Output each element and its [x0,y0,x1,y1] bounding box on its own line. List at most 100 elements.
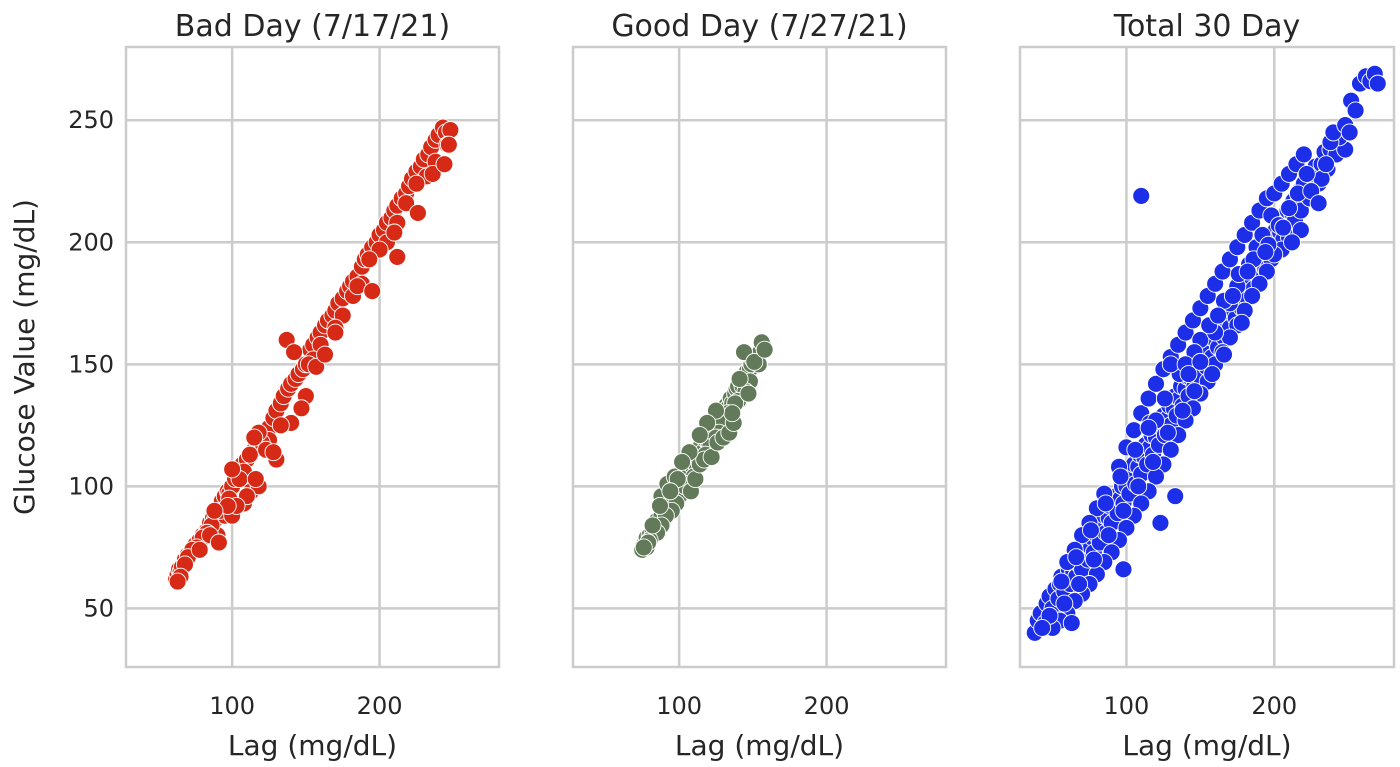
y-tick-label: 200 [68,228,114,256]
data-point [439,135,458,154]
data-point [190,540,209,559]
data-point [1126,440,1145,459]
data-point [1243,287,1262,305]
data-point [1179,365,1198,384]
panel-bad-day: 100 200 50 100 150 200 250 Bad Day (7/17/21) Lag… [8,9,501,762]
scatter-points [633,333,774,559]
plot-frame [124,45,501,669]
data-point [1223,287,1242,305]
data-point [1185,382,1204,401]
data-point [245,428,264,447]
data-point [1033,618,1052,637]
data-point [634,538,653,557]
x-tick-label: 200 [1251,692,1297,720]
data-point [1166,487,1185,506]
data-point [1280,199,1298,218]
data-point [1203,365,1222,384]
y-tick-label: 150 [68,350,114,378]
panel-title: Total 30 Day [1113,9,1301,44]
data-point [755,340,774,359]
y-tick-label: 100 [68,472,114,500]
x-tick-label: 200 [804,692,850,720]
data-point [1067,548,1086,567]
x-tick-label: 100 [656,692,702,720]
data-point [363,282,382,301]
data-point [1084,550,1103,569]
panel-total-30-day: 100 200 Total 30 Day Lag (mg/dL) [1018,9,1396,762]
data-point [360,250,379,269]
data-point [1209,306,1228,325]
data-point [240,445,259,464]
panel-title: Bad Day (7/17/21) [175,9,450,44]
data-point [1232,313,1251,332]
data-point [1368,74,1387,93]
data-point [1151,514,1170,532]
data-point [209,533,228,552]
data-point [1099,526,1118,545]
data-point [385,223,404,242]
panel-good-day: 100 200 Good Day (7/27/21) Lag (mg/dL) [571,9,948,762]
scatter-points [167,118,460,591]
data-point [388,247,407,266]
x-axis-label: Lag (mg/dL) [1122,729,1291,762]
data-point [246,470,265,488]
y-tick-label: 50 [83,594,114,622]
data-point [1283,233,1301,252]
data-point [205,501,224,520]
data-point [1294,145,1313,164]
data-point [661,482,680,501]
data-point [730,370,749,388]
data-point [1096,494,1115,513]
data-point [1173,401,1192,420]
data-point [1070,575,1089,593]
data-point [707,401,725,420]
data-point [223,460,242,479]
plot-frame [1018,45,1396,669]
y-axis-label: Glucose Value (mg/dL) [8,199,41,515]
data-point [739,384,758,403]
data-point [271,416,290,435]
data-point [1346,101,1365,120]
x-axis-label: Lag (mg/dL) [675,729,844,762]
data-point [397,194,416,213]
data-point [673,453,692,471]
data-point [1158,423,1177,442]
data-point [316,345,334,364]
data-point [1144,453,1162,471]
data-point [1082,521,1100,540]
data-point [1055,594,1074,613]
data-point [1291,221,1310,240]
data-point [651,496,669,515]
data-point [1114,501,1133,520]
data-point [285,343,304,362]
data-point [1297,164,1316,183]
data-point [307,357,326,376]
data-point [326,323,345,342]
data-point [1340,123,1359,142]
panel-title: Good Day (7/27/21) [611,9,907,44]
x-tick-label: 200 [357,692,403,720]
y-tick-label: 250 [68,106,114,134]
x-axis-label: Lag (mg/dL) [228,729,397,762]
data-point [1161,440,1180,459]
data-point [1129,477,1148,496]
data-point [1317,155,1335,174]
data-point [408,204,427,222]
data-point [723,404,742,423]
data-point [690,426,709,445]
data-point [643,516,662,535]
data-point [1155,389,1174,408]
x-tick-label: 100 [1104,692,1150,720]
data-point [1139,418,1158,437]
data-point [1062,614,1081,633]
data-point [1256,243,1275,261]
data-point [1124,421,1143,440]
data-point [264,443,283,462]
data-point [1114,560,1133,579]
x-tick-label: 100 [209,692,255,720]
data-point [292,399,311,418]
data-point [1052,572,1071,591]
plot-frame [571,45,948,669]
data-point [1191,352,1210,371]
